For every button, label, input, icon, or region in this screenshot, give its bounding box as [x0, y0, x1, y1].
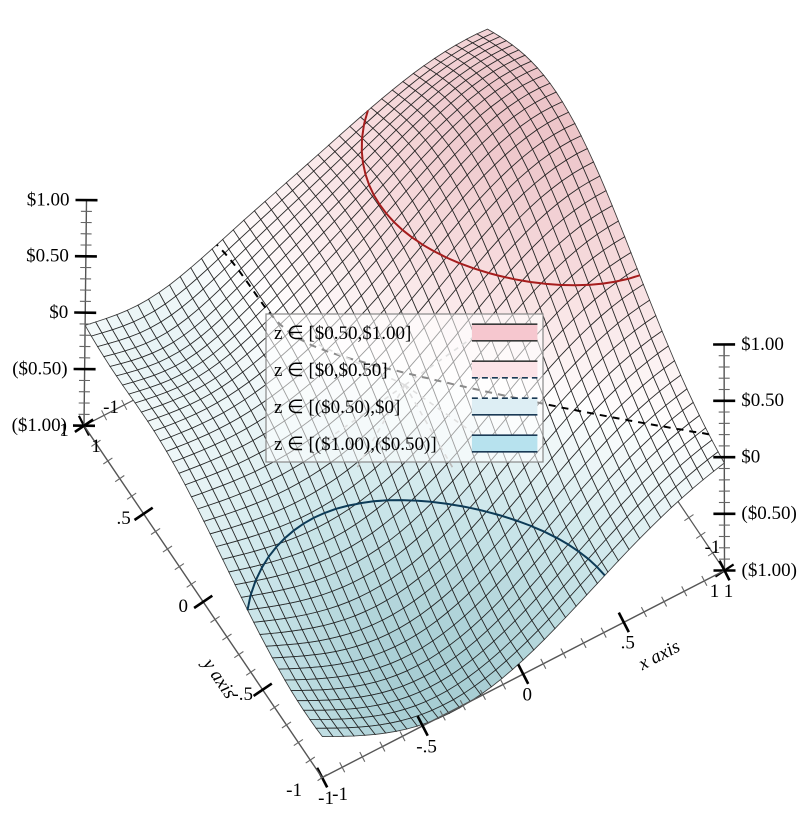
svg-text:z ∈ [($0.50),$0]: z ∈ [($0.50),$0]	[274, 397, 400, 418]
svg-text:0: 0	[178, 596, 188, 617]
svg-text:1: 1	[59, 420, 69, 441]
svg-text:$0.50: $0.50	[26, 246, 69, 267]
svg-text:-1: -1	[286, 780, 302, 801]
svg-text:($1.00): ($1.00)	[742, 560, 797, 581]
svg-text:0: 0	[522, 684, 532, 705]
svg-text:-1: -1	[705, 537, 721, 558]
svg-text:-1: -1	[332, 784, 348, 805]
svg-text:$1.00: $1.00	[27, 189, 70, 210]
svg-text:$1.00: $1.00	[741, 334, 784, 355]
svg-text:z ∈ [($1.00),($0.50)]: z ∈ [($1.00),($0.50)]	[274, 434, 437, 455]
svg-text:z ∈ [$0.50,$1.00]: z ∈ [$0.50,$1.00]	[274, 323, 411, 344]
svg-text:$0.50: $0.50	[741, 390, 784, 411]
svg-text:-1: -1	[103, 397, 119, 418]
svg-text:z ∈ [$0,$0.50]: z ∈ [$0,$0.50]	[274, 360, 388, 381]
svg-text:1: 1	[724, 581, 734, 602]
svg-text:.5: .5	[116, 508, 130, 529]
svg-text:1: 1	[710, 581, 720, 602]
svg-text:1: 1	[91, 436, 101, 457]
svg-text:$0: $0	[49, 302, 68, 323]
svg-text:($0.50): ($0.50)	[741, 503, 796, 524]
svg-text:-.5: -.5	[416, 736, 437, 757]
svg-text:.5: .5	[621, 633, 635, 654]
svg-text:($0.50): ($0.50)	[12, 358, 67, 379]
svg-text:$0: $0	[741, 447, 760, 468]
